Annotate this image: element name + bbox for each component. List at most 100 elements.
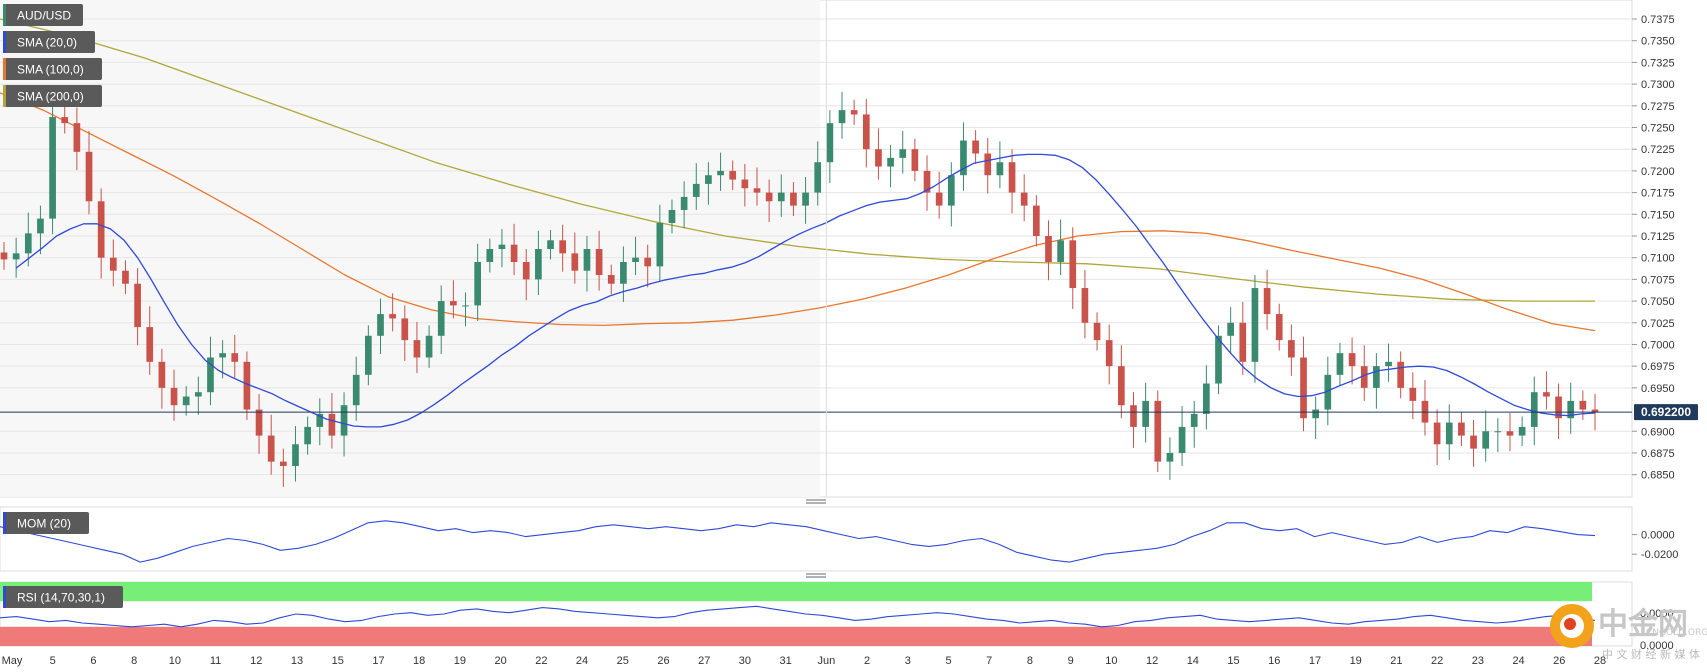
candle-body <box>1518 426 1526 436</box>
candle-body <box>814 162 822 193</box>
logo-brand: 中金网 <box>1598 607 1688 642</box>
candle-body <box>1482 431 1490 449</box>
candle-body <box>352 374 360 406</box>
candle-body <box>1166 452 1174 462</box>
candle-body <box>1081 288 1089 323</box>
candle-body <box>12 253 20 260</box>
candle-body <box>862 114 870 150</box>
candle-body <box>1300 357 1307 419</box>
candle-body <box>425 335 433 358</box>
candle-body <box>1008 162 1016 193</box>
candle-body <box>267 435 275 462</box>
sma200-line <box>0 18 1595 302</box>
y-tick-label: 0.7225 <box>1641 144 1675 156</box>
rsi-y-axis: 0.0000 0.0000 <box>1640 608 1674 652</box>
candle-body <box>61 117 69 124</box>
x-tick-label: 26 <box>657 655 669 667</box>
last-price-label: 0.692200 <box>1641 405 1691 419</box>
candle-body <box>729 170 737 180</box>
candle-body <box>304 426 311 445</box>
sma20-tag[interactable]: SMA (20,0) <box>3 31 95 53</box>
candle-body <box>911 149 919 171</box>
mom-panel <box>0 506 1633 572</box>
candle-body <box>826 123 834 163</box>
candle-body <box>279 461 287 466</box>
candle-body <box>158 361 166 388</box>
mom-line <box>0 520 1596 563</box>
y-tick-label: 0.7275 <box>1641 101 1675 113</box>
x-tick-label: 9 <box>1068 655 1074 667</box>
symbol-label: AUD/USD <box>17 9 71 23</box>
candle-body <box>753 188 761 193</box>
panel-resize-handle-2[interactable] <box>806 573 826 578</box>
sma100-line <box>0 92 1596 332</box>
candle-body <box>1494 431 1502 433</box>
candle-body <box>401 318 409 341</box>
candle-body <box>838 110 846 124</box>
candle-body <box>1458 422 1465 436</box>
candle-body <box>705 175 712 184</box>
x-tick-label: 18 <box>413 655 425 667</box>
y-tick-label: 0.7125 <box>1641 231 1675 243</box>
rsi-line <box>0 605 1596 628</box>
x-tick-label: 19 <box>1350 655 1362 667</box>
y-tick-label: 0.7100 <box>1641 253 1675 265</box>
candle-body <box>656 222 664 267</box>
y-tick-label: 0.6950 <box>1641 383 1675 395</box>
candle-body <box>1154 400 1162 462</box>
candle-body <box>620 262 627 284</box>
candle-body <box>1251 288 1259 362</box>
candle-body <box>1020 192 1028 206</box>
candle-body <box>510 244 518 263</box>
mom-tag[interactable]: MOM (20) <box>3 512 89 534</box>
x-tick-label: 12 <box>1146 655 1158 667</box>
candle-body <box>170 387 178 406</box>
candle-body <box>668 209 676 223</box>
sma100-tag[interactable]: SMA (100,0) <box>3 58 102 80</box>
sma100-label: SMA (100,0) <box>17 63 84 77</box>
candle-body <box>486 249 494 263</box>
logo-sub: 中 文 财 经 新 媒 体 <box>1602 647 1700 661</box>
candle-body <box>632 257 639 263</box>
x-tick-label: 5 <box>945 655 951 667</box>
mom-label: MOM (20) <box>17 517 71 531</box>
price-y-axis: 0.7375 0.7350 0.7325 0.7300 0.7275 0.7250 0.72… <box>1632 14 1675 482</box>
y-tick-label: 0.7050 <box>1641 296 1675 308</box>
candle-body <box>607 275 615 284</box>
price-panel-shade <box>0 0 820 497</box>
candle-body <box>1069 240 1077 289</box>
sma200-tag[interactable]: SMA (200,0) <box>3 85 102 107</box>
x-tick-label: 3 <box>905 655 911 667</box>
x-tick-label: 23 <box>1472 655 1484 667</box>
candle-body <box>1506 431 1514 436</box>
candle-body <box>450 301 457 306</box>
candle-body <box>474 262 481 306</box>
y-tick-label: 0.7025 <box>1641 318 1675 330</box>
rsi-tag[interactable]: RSI (14,70,30,1) <box>3 586 123 608</box>
x-tick-label: 2 <box>864 655 870 667</box>
candle-body <box>717 170 724 176</box>
candle-body <box>522 262 530 280</box>
candle-body <box>984 153 992 176</box>
candle-body <box>73 123 81 152</box>
candle-body <box>1360 366 1368 388</box>
candle-body <box>692 183 700 197</box>
panel-resize-handle[interactable] <box>806 499 826 504</box>
mom-y-axis: 0.0000 -0.0200 <box>1632 530 1678 561</box>
sma200-path <box>0 18 1595 302</box>
symbol-tag[interactable]: AUD/USD <box>3 4 83 26</box>
candle-body <box>389 314 396 319</box>
x-tick-label: 5 <box>50 655 56 667</box>
candle-body <box>741 179 749 189</box>
candle-body <box>85 151 93 202</box>
x-tick-label: 24 <box>1512 655 1524 667</box>
candle-body <box>0 252 8 260</box>
y-tick-label: 0.7000 <box>1641 339 1675 351</box>
candle-body <box>850 110 858 115</box>
candle-body <box>1409 387 1417 401</box>
y-tick-label: 0.7075 <box>1641 274 1675 286</box>
y-tick-label: 0.7300 <box>1641 79 1675 91</box>
x-tick-label: 26 <box>1553 655 1565 667</box>
x-tick-label: 11 <box>210 655 221 667</box>
x-tick-label: 22 <box>535 655 547 667</box>
